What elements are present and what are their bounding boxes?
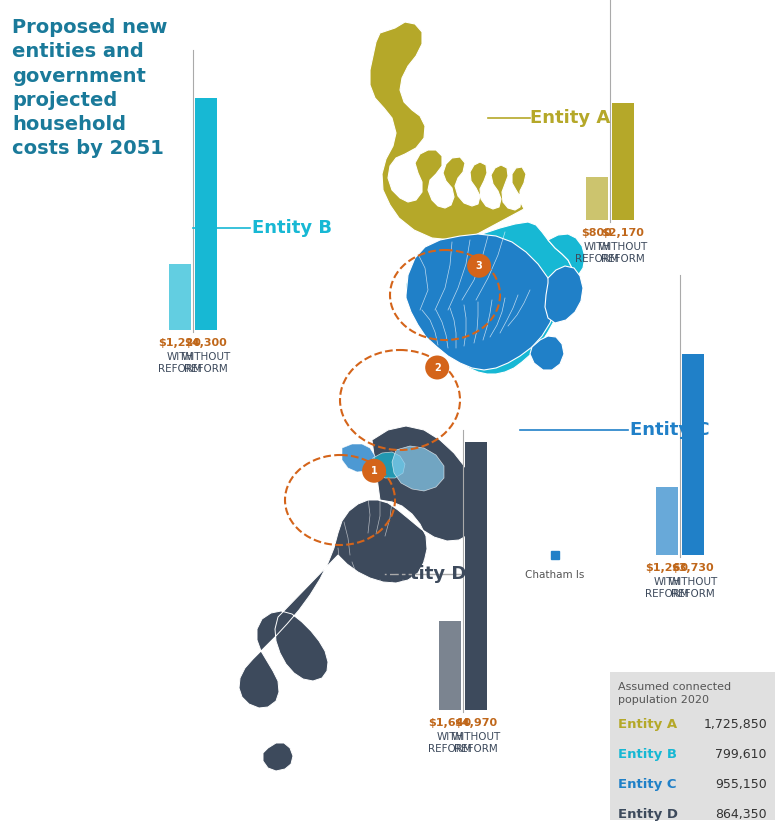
Text: 1: 1 bbox=[370, 466, 378, 476]
Text: WITH
REFORM: WITH REFORM bbox=[575, 242, 619, 264]
Bar bbox=[586, 177, 608, 220]
Text: WITHOUT
REFORM: WITHOUT REFORM bbox=[182, 352, 231, 374]
Text: Assumed connected
population 2020: Assumed connected population 2020 bbox=[618, 682, 731, 704]
Bar bbox=[439, 621, 461, 710]
Text: 864,350: 864,350 bbox=[715, 807, 767, 820]
Text: WITHOUT
REFORM: WITHOUT REFORM bbox=[668, 577, 718, 598]
Text: $4,300: $4,300 bbox=[185, 338, 228, 348]
Text: $1,640: $1,640 bbox=[428, 718, 472, 728]
Text: Proposed new
entities and
government
projected
household
costs by 2051: Proposed new entities and government pro… bbox=[12, 18, 168, 159]
Text: 3: 3 bbox=[476, 261, 483, 270]
Text: Entity C: Entity C bbox=[630, 421, 710, 439]
Text: Chatham Is: Chatham Is bbox=[525, 570, 585, 580]
Polygon shape bbox=[406, 234, 555, 370]
Polygon shape bbox=[392, 446, 444, 491]
Polygon shape bbox=[372, 452, 405, 478]
Text: WITH
REFORM: WITH REFORM bbox=[428, 732, 472, 754]
Polygon shape bbox=[545, 266, 583, 323]
Text: 1,725,850: 1,725,850 bbox=[704, 718, 767, 731]
Polygon shape bbox=[530, 336, 564, 370]
Text: WITH
REFORM: WITH REFORM bbox=[645, 577, 689, 598]
Text: $800: $800 bbox=[582, 228, 612, 238]
Polygon shape bbox=[239, 426, 482, 708]
Text: Entity C: Entity C bbox=[618, 778, 676, 791]
Text: Entity A: Entity A bbox=[618, 718, 677, 731]
Text: WITHOUT
REFORM: WITHOUT REFORM bbox=[598, 242, 647, 264]
Bar bbox=[612, 103, 634, 220]
Text: Entity D: Entity D bbox=[385, 565, 466, 583]
Text: Entity B: Entity B bbox=[618, 747, 677, 760]
Text: Entity B: Entity B bbox=[252, 219, 332, 237]
Text: $2,170: $2,170 bbox=[601, 228, 644, 238]
Text: 799,610: 799,610 bbox=[715, 747, 767, 760]
Bar bbox=[682, 353, 704, 555]
Text: WITHOUT
REFORM: WITHOUT REFORM bbox=[452, 732, 501, 754]
Text: $1,220: $1,220 bbox=[158, 338, 201, 348]
Bar bbox=[656, 487, 678, 555]
Text: 2: 2 bbox=[434, 363, 441, 372]
Circle shape bbox=[362, 459, 386, 483]
Bar bbox=[465, 441, 487, 710]
Polygon shape bbox=[342, 444, 375, 472]
Polygon shape bbox=[548, 234, 585, 277]
Text: 955,150: 955,150 bbox=[715, 778, 767, 791]
Circle shape bbox=[425, 355, 449, 380]
Polygon shape bbox=[370, 22, 526, 240]
Text: WITH
REFORM: WITH REFORM bbox=[158, 352, 202, 374]
Polygon shape bbox=[406, 222, 574, 374]
Text: Entity D: Entity D bbox=[618, 807, 678, 820]
Text: $3,730: $3,730 bbox=[672, 563, 714, 573]
Polygon shape bbox=[263, 743, 293, 771]
FancyBboxPatch shape bbox=[610, 672, 775, 820]
Text: $4,970: $4,970 bbox=[455, 718, 498, 728]
Text: Entity A: Entity A bbox=[530, 109, 610, 127]
Text: $1,260: $1,260 bbox=[646, 563, 689, 573]
Bar bbox=[169, 264, 191, 330]
Circle shape bbox=[467, 254, 491, 278]
Bar bbox=[195, 98, 217, 330]
